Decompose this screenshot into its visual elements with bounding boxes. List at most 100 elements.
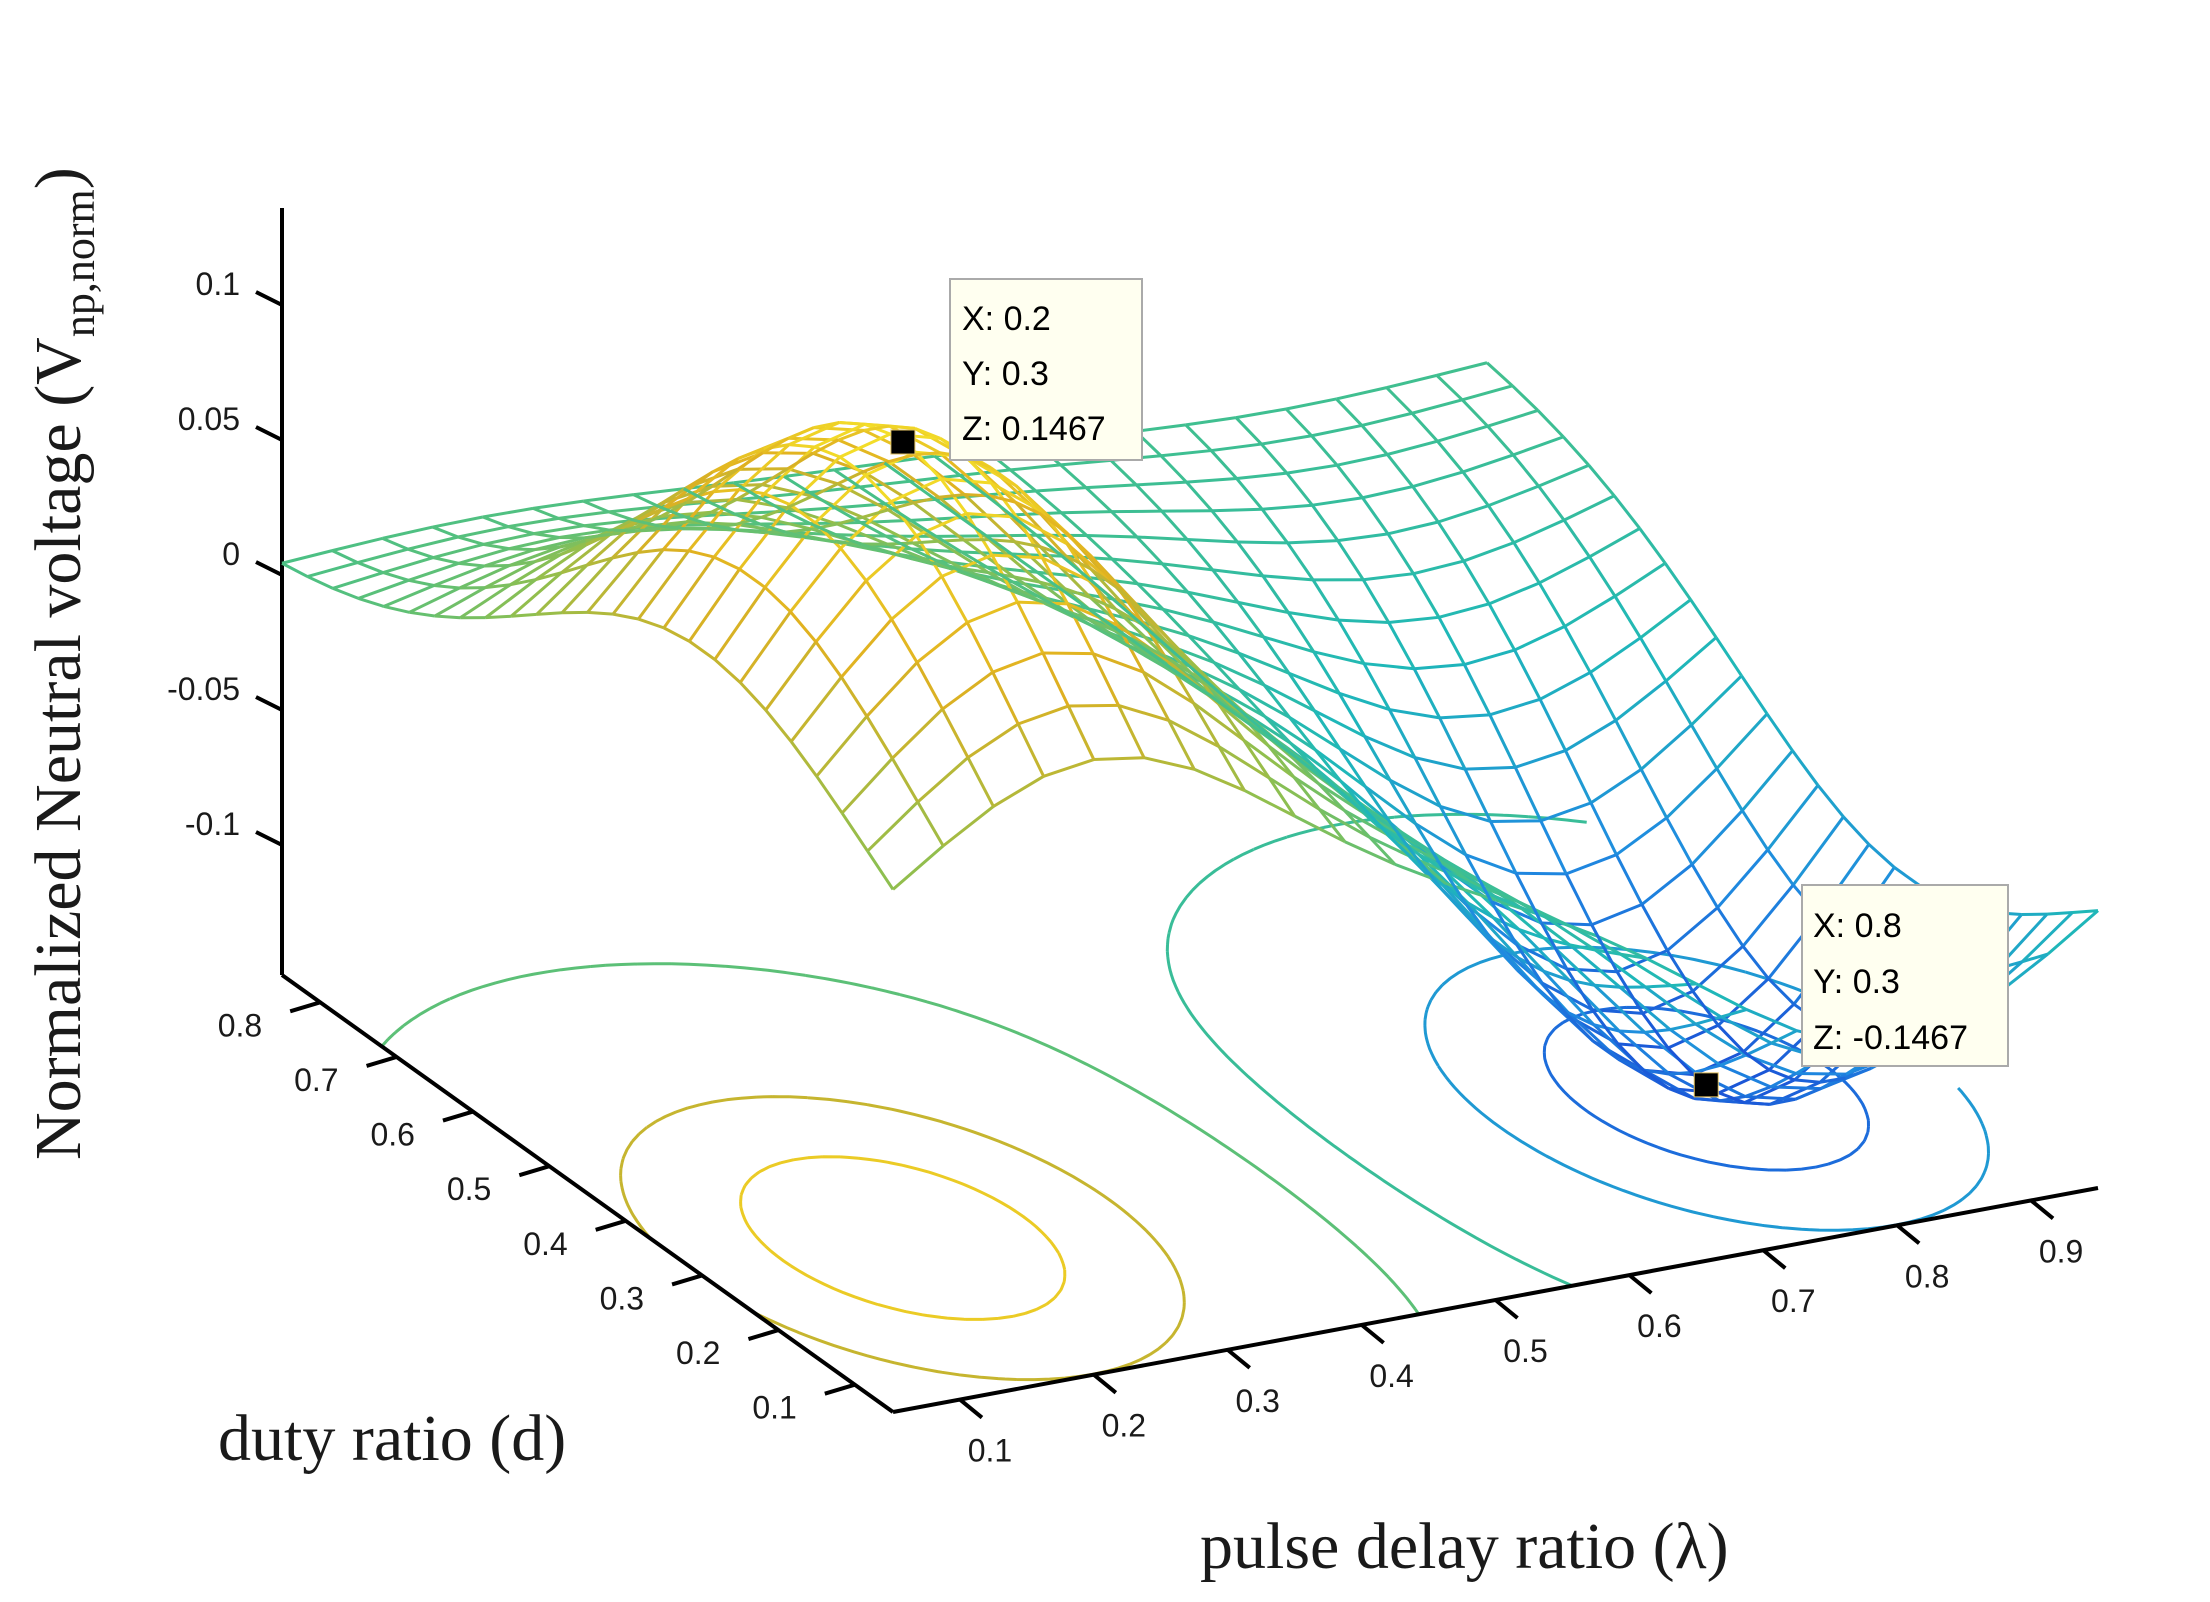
- peak-marker[interactable]: [890, 429, 916, 455]
- datatip-y: Y: 0.3: [1813, 963, 1900, 1001]
- mesh-edge: [409, 610, 435, 618]
- mesh-edge: [1416, 852, 1444, 871]
- mesh-edge: [1390, 837, 1419, 865]
- mesh-edge: [535, 543, 587, 581]
- mesh-edge: [739, 681, 767, 712]
- mesh-edge: [1311, 579, 1340, 621]
- mesh-edge: [1540, 801, 1592, 823]
- mesh-edge: [784, 509, 811, 525]
- mesh-edge: [937, 540, 990, 574]
- mesh-edge: [938, 451, 991, 497]
- mesh-edge: [583, 524, 610, 532]
- mesh-edge: [457, 535, 484, 546]
- mesh-edge: [1162, 608, 1190, 637]
- mesh-edge: [837, 470, 864, 486]
- mesh-edge: [1665, 817, 1694, 866]
- mesh-edge: [1412, 470, 1464, 488]
- mesh-edge: [1489, 697, 1541, 717]
- mesh-edge: [837, 482, 889, 512]
- mesh-edge: [509, 553, 562, 586]
- mesh-edge: [961, 550, 1012, 556]
- mesh-edge: [1669, 1022, 1696, 1032]
- mesh-edge: [1538, 463, 1590, 488]
- mesh-edge: [1690, 809, 1744, 866]
- mesh-edge: [1016, 723, 1045, 777]
- mesh-edge: [1060, 458, 1111, 467]
- mesh-edge: [1689, 598, 1718, 639]
- mesh-edge: [1690, 724, 1719, 770]
- mesh-edge: [1211, 568, 1240, 604]
- mesh-edge: [759, 522, 786, 534]
- mesh-edge: [1619, 952, 1672, 987]
- mesh-edge: [508, 536, 560, 551]
- mesh-edge: [865, 715, 894, 760]
- mesh-edge: [1235, 477, 1264, 511]
- mesh-edge: [560, 543, 587, 556]
- mesh-edge: [1640, 723, 1693, 771]
- mesh-edge: [1411, 398, 1463, 415]
- mesh-edge: [1389, 778, 1442, 808]
- mesh-edge: [1594, 983, 1621, 989]
- mesh-edge: [984, 493, 1013, 517]
- mesh-edge: [840, 618, 893, 679]
- mesh-edge: [1641, 1012, 1670, 1049]
- y-tick-mark: [442, 1109, 474, 1123]
- mesh-edge: [1842, 815, 1870, 846]
- mesh-edge: [1362, 485, 1414, 500]
- mesh-edge: [1192, 702, 1221, 748]
- mesh-edge: [1167, 719, 1196, 770]
- mesh-edge: [890, 575, 943, 621]
- mesh-edge: [1485, 361, 1514, 387]
- mesh-edge: [1060, 511, 1088, 537]
- mesh-edge: [1142, 671, 1171, 722]
- mesh-edge: [889, 424, 916, 430]
- mesh-edge: [560, 563, 588, 575]
- mesh-edge: [1816, 784, 1845, 818]
- mesh-edge: [686, 457, 740, 500]
- trough-marker[interactable]: [1693, 1072, 1719, 1098]
- mesh-edge: [1009, 468, 1037, 493]
- mesh-edge: [381, 537, 409, 551]
- mesh-edge: [910, 547, 938, 563]
- mesh-edge: [1137, 620, 1165, 645]
- mesh-edge: [916, 621, 969, 664]
- mesh-edge: [1113, 636, 1141, 654]
- mesh-edge: [1035, 486, 1087, 493]
- mesh-edge: [685, 510, 712, 524]
- mesh-edge: [1184, 423, 1213, 452]
- datatip-trough[interactable]: X: 0.8 Y: 0.3 Z: -0.1467: [1801, 884, 2009, 1067]
- mesh-edge: [962, 538, 1015, 579]
- mesh-edge: [1364, 785, 1417, 825]
- mesh-edge: [535, 564, 588, 616]
- mesh-edge: [858, 485, 887, 506]
- mesh-edge: [1086, 576, 1114, 601]
- mesh-edge: [936, 559, 963, 573]
- datatip-peak[interactable]: X: 0.2 Y: 0.3 Z: 0.1467: [949, 278, 1143, 461]
- mesh-edge: [863, 424, 890, 432]
- mesh-edge: [1163, 662, 1191, 683]
- mesh-edge: [1465, 765, 1516, 771]
- mesh-edge: [1463, 768, 1492, 823]
- z-tick-label: 0.05: [178, 401, 240, 437]
- mesh-edge: [1343, 809, 1371, 839]
- mesh-edge: [1493, 894, 1521, 909]
- mesh-edge: [1743, 1078, 1796, 1104]
- mesh-edge: [885, 534, 913, 551]
- mesh-edge: [1286, 463, 1338, 475]
- mesh-edge: [1564, 719, 1617, 752]
- mesh-edge: [1439, 804, 1491, 823]
- mesh-edge: [1668, 1087, 1695, 1100]
- mesh-edge: [1337, 619, 1366, 665]
- mesh-edge: [840, 812, 869, 852]
- mesh-edge: [1769, 1072, 1797, 1089]
- mesh-edge: [611, 550, 639, 560]
- mesh-edge: [839, 432, 891, 459]
- mesh-edge: [586, 551, 639, 614]
- mesh-edge: [1338, 618, 1389, 624]
- mesh-edge: [634, 514, 662, 529]
- mesh-edge: [1112, 625, 1140, 647]
- mesh-edge: [1567, 1011, 1595, 1027]
- mesh-edge: [1218, 745, 1271, 780]
- mesh-edge: [1287, 611, 1316, 653]
- mesh-edge: [1514, 749, 1566, 769]
